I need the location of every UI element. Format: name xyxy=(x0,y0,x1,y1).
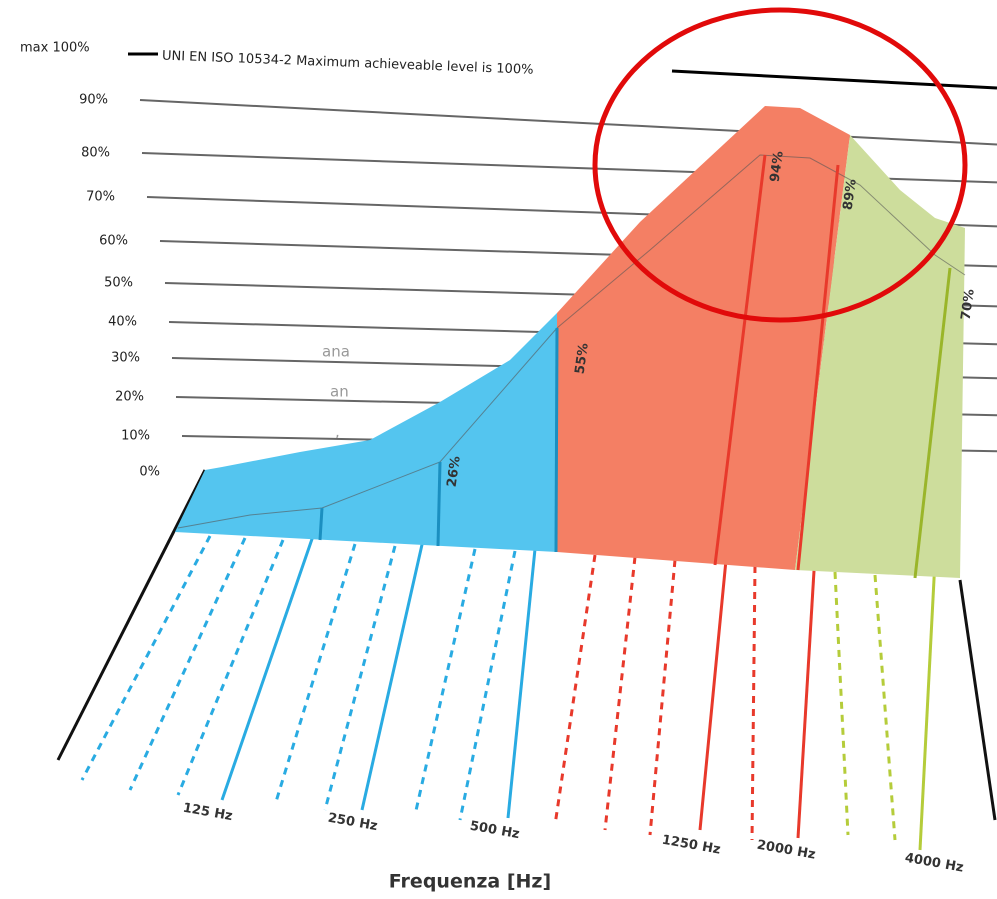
band-label: 70% xyxy=(959,288,978,321)
side-text: ana xyxy=(322,343,350,361)
y-label: 20% xyxy=(115,390,144,405)
inner-curve xyxy=(177,154,966,529)
frequency-label: 1250 Hz xyxy=(661,833,722,858)
y-label: 50% xyxy=(104,276,133,291)
y-label: 10% xyxy=(121,429,150,444)
band-area xyxy=(795,135,965,578)
band-lines xyxy=(318,154,952,579)
right-axis xyxy=(958,579,997,821)
frequency-label: 250 Hz xyxy=(327,811,379,834)
y-label: 70% xyxy=(86,190,115,205)
frequency-label: 500 Hz xyxy=(469,819,521,842)
frequency-label: 4000 Hz xyxy=(904,851,965,876)
max-label: max 100% xyxy=(20,41,90,56)
band-label: 26% xyxy=(445,455,464,488)
side-text: an xyxy=(330,383,349,401)
side-text: , xyxy=(335,423,340,441)
highlight-circle xyxy=(592,7,968,323)
grid-line xyxy=(139,99,997,146)
y-label: 30% xyxy=(111,351,140,366)
band-area xyxy=(557,106,850,570)
y-label: 0% xyxy=(139,465,160,480)
frequency-label: 125 Hz xyxy=(182,801,234,824)
standard-note: UNI EN ISO 10534-2 Maximum achieveable l… xyxy=(162,49,534,78)
frequency-label: 2000 Hz xyxy=(756,838,817,863)
band-label: 94% xyxy=(768,150,787,183)
band-label: 55% xyxy=(573,342,592,375)
grid: 90% 80% 70% 60% 50% 40% 30% 20% 10% 0% xyxy=(79,93,997,480)
band-area xyxy=(175,313,557,552)
standard-line xyxy=(671,69,997,90)
y-label: 40% xyxy=(108,315,137,330)
y-label: 60% xyxy=(99,234,128,249)
y-label: 90% xyxy=(79,93,108,108)
band-label: 89% xyxy=(841,178,860,211)
floor-lines xyxy=(80,535,897,841)
x-axis-title: Frequenza [Hz] xyxy=(389,871,551,893)
left-axis xyxy=(56,469,207,761)
y-label: 80% xyxy=(81,146,110,161)
